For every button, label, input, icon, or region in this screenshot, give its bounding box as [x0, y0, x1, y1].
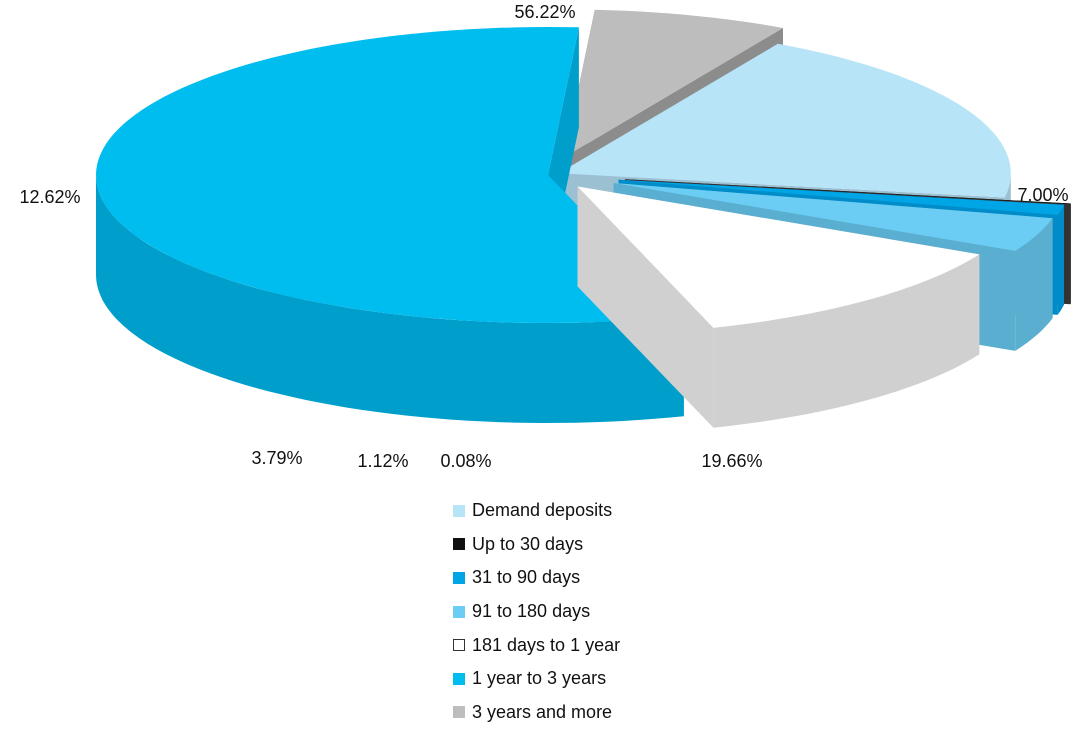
legend-item: 181 days to 1 year	[453, 628, 620, 662]
slice-value-label: 0.08%	[440, 451, 491, 471]
slice-value-label: 7.00%	[1017, 185, 1068, 205]
legend-label: Up to 30 days	[472, 534, 583, 555]
legend-swatch	[453, 538, 465, 550]
legend-item: 91 to 180 days	[453, 595, 620, 629]
legend-label: 31 to 90 days	[472, 567, 580, 588]
legend-swatch	[453, 639, 465, 651]
legend-item: 31 to 90 days	[453, 561, 620, 595]
chart-legend: Demand deposits Up to 30 days 31 to 90 day…	[453, 494, 620, 729]
pie-chart: 19.66% 0.08% 1.12% 3.79% 12.62% 56.22% 7.00%	[0, 0, 1091, 494]
slice-value-label: 1.12%	[357, 451, 408, 471]
legend-label: 1 year to 3 years	[472, 668, 606, 689]
legend-item: Demand deposits	[453, 494, 620, 528]
slice-value-label: 12.62%	[19, 187, 80, 207]
legend-item: 3 years and more	[453, 696, 620, 729]
slice-value-label: 56.22%	[514, 2, 575, 22]
legend-label: 181 days to 1 year	[472, 635, 620, 656]
legend-swatch	[453, 505, 465, 517]
legend-label: 3 years and more	[472, 702, 612, 723]
slice-value-label: 3.79%	[251, 448, 302, 468]
legend-item: Up to 30 days	[453, 528, 620, 562]
legend-label: Demand deposits	[472, 500, 612, 521]
legend-item: 1 year to 3 years	[453, 662, 620, 696]
legend-swatch	[453, 706, 465, 718]
legend-swatch	[453, 572, 465, 584]
legend-label: 91 to 180 days	[472, 601, 590, 622]
slice-value-label: 19.66%	[701, 451, 762, 471]
pie-slices	[96, 10, 1071, 428]
legend-swatch	[453, 606, 465, 618]
legend-swatch	[453, 673, 465, 685]
pie-slice-wall	[1058, 205, 1064, 315]
